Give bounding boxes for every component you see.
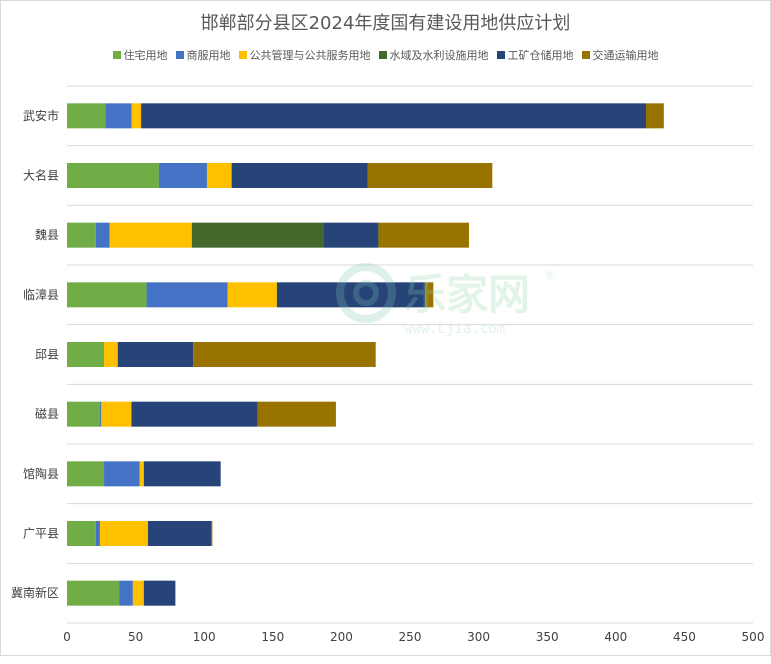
bar-segment	[141, 103, 646, 129]
watermark-mark: ®	[544, 268, 556, 282]
category-label: 大名县	[23, 168, 59, 183]
bar-segment	[227, 282, 277, 308]
x-tick-label: 300	[467, 630, 490, 644]
legend-swatch	[175, 51, 184, 59]
x-tick-label: 150	[261, 630, 284, 644]
bar-segment	[99, 401, 102, 427]
bar-segment	[139, 461, 144, 487]
bar-segment	[67, 521, 96, 546]
legend-item: 住宅用地	[112, 47, 168, 63]
legend-swatch	[581, 51, 590, 59]
bar-segment	[95, 521, 100, 546]
bar-segment	[276, 282, 426, 308]
chart-title: 邯郸部分县区2024年度国有建设用地供应计划	[200, 13, 571, 34]
chart-legend: 住宅用地 商服用地 公共管理与公共服务用地 水域及水利设施用地 工矿仓储用地 交通运输用地	[1, 47, 770, 63]
watermark-logo: 乐家网 ® www.Ljia.com	[336, 263, 556, 337]
bar-segment	[117, 342, 194, 367]
bar-segment	[119, 580, 133, 606]
bar-segment	[143, 461, 221, 487]
category-label: 邱县	[35, 348, 59, 362]
legend-label: 住宅用地	[123, 49, 168, 62]
bar-segment	[131, 103, 142, 129]
legend-item: 公共管理与公共服务用地	[238, 47, 371, 63]
x-tick-label: 50	[128, 630, 143, 644]
bar-segment	[191, 222, 324, 248]
bar-segment	[67, 580, 120, 606]
watermark-url: www.Ljia.com	[404, 321, 505, 337]
bar-segment	[67, 461, 105, 487]
category-label: 磁县	[35, 406, 59, 421]
bar-segment	[158, 163, 207, 188]
legend-swatch	[112, 51, 121, 59]
bar-segment	[206, 163, 232, 188]
category-label: 临漳县	[23, 287, 59, 302]
x-tick-label: 400	[604, 630, 627, 644]
bar-segment	[67, 103, 106, 129]
bar-segment	[67, 282, 147, 308]
bar-segment	[425, 282, 434, 308]
bar-segment	[67, 401, 100, 427]
x-tick-label: 100	[193, 630, 216, 644]
legend-item: 工矿仓储用地	[496, 47, 574, 63]
bar-segment	[257, 401, 336, 427]
x-tick-label: 350	[536, 630, 559, 644]
bar-segment	[367, 163, 493, 188]
legend-item: 交通运输用地	[581, 47, 659, 63]
category-label: 冀南新区	[11, 585, 59, 600]
bar-segment	[105, 103, 132, 129]
legend-swatch	[496, 51, 505, 59]
x-tick-label: 0	[63, 630, 71, 644]
bar-segment	[231, 163, 368, 188]
legend-swatch	[238, 51, 247, 59]
bar-segment	[109, 222, 192, 248]
category-label: 广平县	[23, 527, 59, 541]
bar-segment	[193, 342, 376, 367]
watermark-brand: 乐家网	[404, 270, 530, 319]
x-tick-label: 450	[673, 630, 696, 644]
legend-item: 水域及水利设施用地	[378, 47, 489, 63]
bar-segment	[99, 521, 148, 546]
bar-segment	[67, 163, 159, 188]
bar-segment	[323, 222, 379, 248]
legend-label: 工矿仓储用地	[507, 49, 574, 62]
x-tick-label: 250	[399, 630, 422, 644]
category-label: 武安市	[23, 108, 59, 123]
legend-label: 商服用地	[186, 49, 231, 62]
bar-segment	[95, 222, 110, 248]
x-tick-label: 200	[330, 630, 353, 644]
bar-segment	[101, 401, 132, 427]
bar-segment	[211, 521, 213, 546]
bar-segment	[104, 342, 118, 367]
bar-segment	[132, 580, 144, 606]
bar-segment	[67, 342, 105, 367]
x-tick-label: 500	[742, 630, 765, 644]
legend-label: 水域及水利设施用地	[389, 49, 489, 62]
bar-segment	[67, 222, 96, 248]
legend-label: 交通运输用地	[592, 49, 659, 62]
category-label: 馆陶县	[23, 466, 59, 481]
category-label: 魏县	[35, 227, 59, 242]
bar-segment	[131, 401, 258, 427]
legend-label: 公共管理与公共服务用地	[249, 49, 371, 62]
bar-segment	[147, 521, 212, 546]
legend-swatch	[378, 51, 387, 59]
legend-item: 商服用地	[175, 47, 231, 63]
bar-segment	[645, 103, 664, 129]
bar-segment	[146, 282, 228, 308]
bar-segment	[143, 580, 176, 606]
bar-segment	[104, 461, 140, 487]
bar-segment	[378, 222, 469, 248]
